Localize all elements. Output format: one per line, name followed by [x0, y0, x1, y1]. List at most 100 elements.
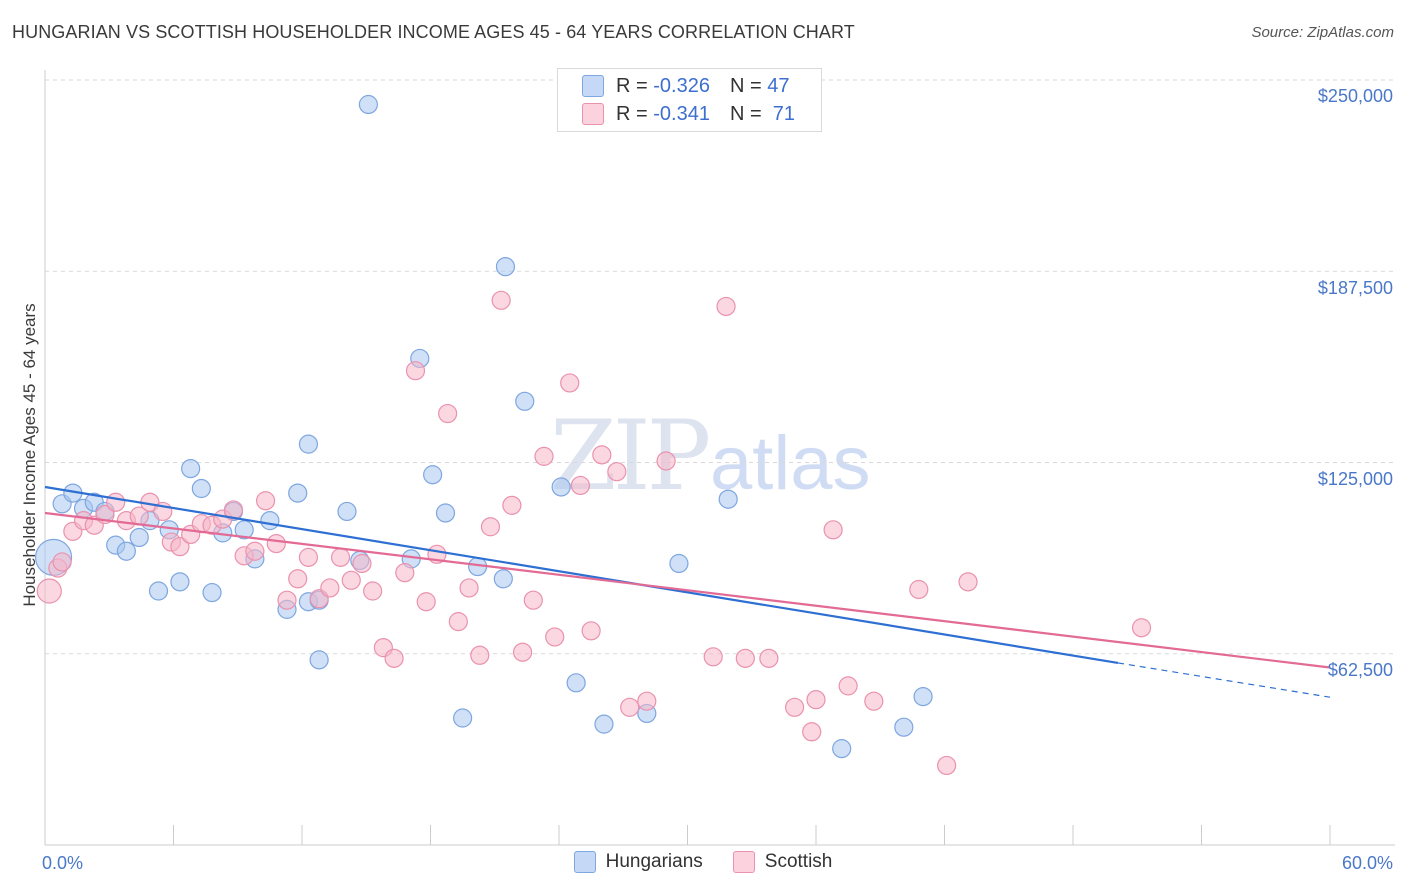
- n-label: N =: [729, 74, 762, 97]
- stats-row-hungarians: R = -0.326 N = 47: [558, 72, 789, 100]
- scottish-point: [395, 563, 415, 583]
- scottish-point: [36, 578, 62, 604]
- r-label: R =: [616, 74, 648, 97]
- hungarians-point: [495, 257, 516, 277]
- watermark-atlas: atlas: [710, 421, 871, 506]
- scottish-point: [405, 361, 426, 381]
- n-value: 47: [767, 74, 790, 97]
- x-tick-label-max: 60.0%: [1341, 853, 1393, 873]
- scottish-trendline: [44, 511, 1331, 669]
- scottish-point: [607, 462, 627, 482]
- scottish-point: [416, 592, 436, 612]
- scottish-point: [806, 690, 826, 710]
- scottish-point: [592, 445, 612, 465]
- hungarians-point: [234, 520, 254, 540]
- hungarians-point: [337, 501, 357, 522]
- scottish-point: [480, 517, 501, 537]
- n-label: N =: [729, 102, 762, 125]
- hungarians-legend-swatch: [573, 851, 596, 873]
- scottish-point: [735, 648, 755, 668]
- legend-item-scottish[interactable]: Scottish: [732, 851, 833, 873]
- hungarians-point: [566, 673, 586, 693]
- r-value: -0.326: [653, 74, 710, 97]
- hungarians-point: [832, 739, 852, 759]
- scottish-point: [545, 627, 565, 647]
- y-tick-label: $187,500: [1317, 278, 1393, 298]
- scottish-point: [266, 533, 286, 554]
- scottish-point: [438, 403, 458, 424]
- y-tick-label: $62,500: [1327, 660, 1393, 680]
- hungarians-point: [309, 650, 329, 670]
- n-value: 71: [772, 102, 796, 125]
- hungarians-point: [493, 569, 513, 589]
- chart-title: HUNGARIAN VS SCOTTISH HOUSEHOLDER INCOME…: [12, 22, 855, 42]
- scottish-point: [470, 645, 490, 665]
- scottish-point: [491, 290, 511, 310]
- hungarians-point: [515, 391, 535, 411]
- scottish-point: [384, 648, 404, 668]
- scottish-legend-swatch: [732, 851, 755, 873]
- scottish-point: [581, 621, 601, 641]
- scottish-point: [802, 722, 822, 742]
- scottish-point: [512, 642, 533, 662]
- correlation-stats-box: R = -0.326 N = 47 R = -0.341 N = 71: [557, 68, 822, 132]
- scottish-point: [784, 697, 805, 717]
- hungarians-point: [718, 489, 738, 509]
- scottish-point: [637, 691, 657, 711]
- scottish-point: [523, 590, 543, 610]
- hungarians-point: [435, 503, 456, 523]
- hungarians-point: [453, 708, 473, 728]
- hungarians-point: [594, 714, 614, 734]
- hungarians-point: [260, 511, 280, 531]
- hungarians-point: [202, 582, 222, 603]
- scottish-point: [560, 373, 580, 393]
- scottish-point: [937, 755, 957, 776]
- hungarians-point: [129, 527, 149, 548]
- scottish-point: [245, 541, 265, 561]
- legend-label: Scottish: [764, 851, 833, 872]
- hungarians-point: [191, 478, 211, 499]
- scottish-point: [864, 691, 884, 711]
- hungarians-swatch: [582, 75, 604, 97]
- scottish-point: [759, 648, 779, 668]
- legend-label: Hungarians: [605, 851, 703, 872]
- scottish-point: [341, 570, 361, 590]
- x-tick-label-min: 0.0%: [42, 853, 84, 873]
- scottish-point: [620, 697, 640, 717]
- scottish-point: [534, 446, 554, 466]
- scottish-point: [363, 581, 383, 601]
- scottish-point: [52, 552, 72, 572]
- scottish-point: [716, 296, 736, 317]
- hungarians-point: [116, 541, 136, 561]
- r-label: R =: [616, 102, 648, 125]
- scottish-point: [823, 520, 843, 540]
- stats-row-scottish: R = -0.341 N = 71: [558, 100, 795, 128]
- hungarians-trendline: [44, 485, 1119, 665]
- hungarians-point: [298, 434, 319, 454]
- source-label: Source: ZipAtlas.com: [1251, 24, 1394, 41]
- scottish-point: [320, 578, 340, 598]
- r-value: -0.341: [653, 102, 710, 125]
- scottish-point: [288, 569, 308, 589]
- scottish-point: [277, 590, 297, 610]
- scottish-point: [502, 495, 522, 515]
- scottish-point: [958, 572, 978, 592]
- scottish-point: [838, 676, 858, 696]
- scottish-point: [459, 578, 479, 598]
- scottish-point: [255, 491, 276, 511]
- scottish-point: [298, 547, 319, 567]
- scottish-point: [1131, 618, 1152, 638]
- legend-item-hungarians[interactable]: Hungarians: [573, 851, 703, 873]
- hungarians-point: [551, 477, 571, 497]
- hungarians-point: [170, 572, 190, 592]
- hungarians-point: [358, 94, 378, 115]
- scottish-point: [170, 537, 190, 557]
- hungarians-point: [913, 686, 933, 707]
- scottish-point: [703, 647, 723, 667]
- hungarians-point: [181, 459, 201, 479]
- y-tick-label: $125,000: [1317, 469, 1393, 489]
- hungarians-trendline-extension: [1117, 662, 1331, 698]
- hungarians-point: [148, 581, 169, 601]
- scottish-point: [352, 553, 372, 574]
